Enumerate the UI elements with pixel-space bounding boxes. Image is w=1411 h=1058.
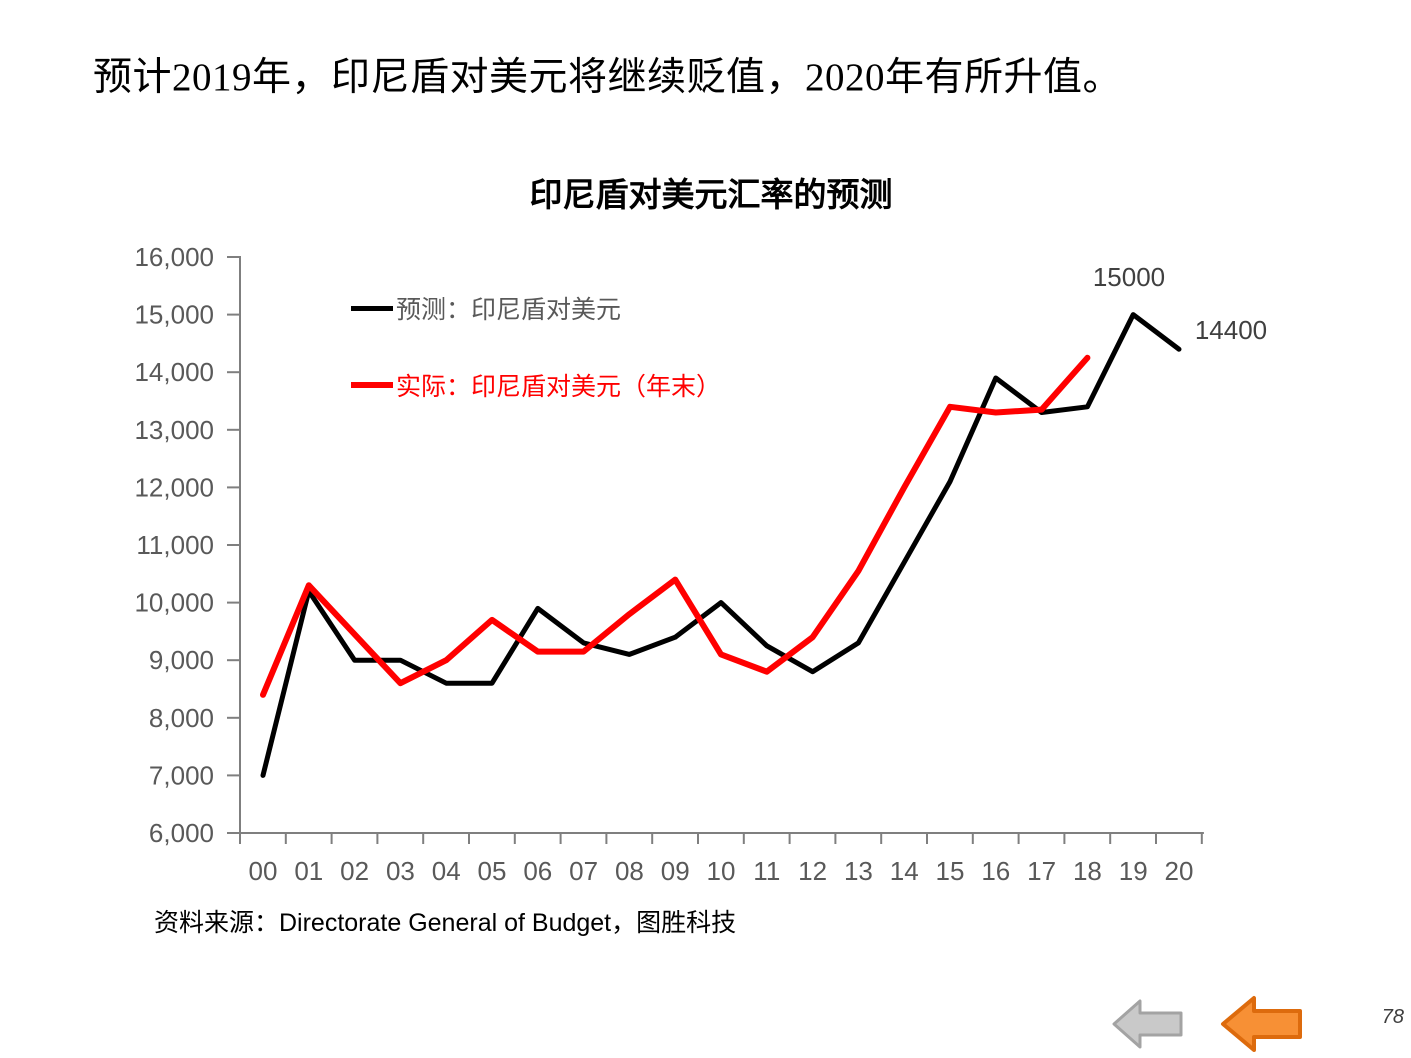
- back-arrow-orange[interactable]: [1220, 994, 1304, 1054]
- y-tick-label: 9,000: [149, 645, 214, 675]
- x-tick-label: 19: [1119, 856, 1148, 886]
- y-tick-label: 8,000: [149, 703, 214, 733]
- x-tick-label: 01: [294, 856, 323, 886]
- y-tick-label: 11,000: [136, 530, 214, 560]
- data-label-end-2020: 14400: [1194, 315, 1268, 345]
- x-tick-label: 17: [1027, 856, 1056, 886]
- y-tick-label: 14,000: [134, 357, 214, 387]
- slide-title: 预计2019年，印尼盾对美元将继续贬值，2020年有所升值。: [93, 56, 1123, 99]
- legend-label-actual: 实际：印尼盾对美元（年末）: [396, 374, 722, 401]
- y-tick-label: 13,000: [134, 415, 214, 445]
- x-tick-label: 13: [844, 856, 873, 886]
- x-tick-label: 14: [890, 856, 919, 886]
- legend-label-forecast: 预测：印尼盾对美元: [396, 297, 622, 324]
- actual-line-swatch: [351, 382, 393, 388]
- x-tick-label: 02: [340, 856, 369, 886]
- y-tick-label: 12,000: [134, 472, 214, 502]
- y-tick-label: 16,000: [134, 242, 214, 272]
- chart-title: 印尼盾对美元汇率的预测: [529, 178, 893, 214]
- back-arrow-gray[interactable]: [1112, 999, 1184, 1049]
- left-arrow-icon: [1112, 999, 1183, 1049]
- x-tick-label: 18: [1073, 856, 1102, 886]
- x-tick-label: 11: [753, 856, 780, 886]
- legend-entry-forecast: 预测：印尼盾对美元: [351, 288, 621, 328]
- y-tick-label: 6,000: [149, 818, 214, 848]
- forecast-series-line: [260, 312, 1182, 778]
- x-tick-label: 00: [249, 856, 278, 886]
- y-tick-label: 15,000: [134, 300, 214, 330]
- x-tick-label: 20: [1165, 856, 1194, 886]
- forecast-line-swatch: [351, 305, 393, 311]
- x-tick-label: 05: [478, 856, 507, 886]
- page-number: 78: [1381, 1006, 1404, 1028]
- source-note: 资料来源：Directorate General of Budget，图胜科技: [154, 909, 737, 937]
- x-tick-label: 12: [798, 856, 827, 886]
- x-tick-label: 03: [386, 856, 415, 886]
- x-tick-label: 04: [432, 856, 461, 886]
- data-label-peak-2019: 15000: [1092, 262, 1166, 292]
- y-tick-label: 7,000: [149, 760, 214, 790]
- x-tick-label: 15: [936, 856, 965, 886]
- x-tick-label: 07: [569, 856, 598, 886]
- x-tick-label: 16: [981, 856, 1010, 886]
- legend-entry-actual: 实际：印尼盾对美元（年末）: [351, 365, 721, 405]
- actual-series-line: [260, 354, 1091, 698]
- x-tick-label: 10: [707, 856, 736, 886]
- y-tick-label: 10,000: [134, 588, 214, 618]
- x-tick-label: 09: [661, 856, 690, 886]
- x-tick-label: 06: [523, 856, 552, 886]
- x-tick-label: 08: [615, 856, 644, 886]
- left-arrow-icon: [1221, 996, 1302, 1052]
